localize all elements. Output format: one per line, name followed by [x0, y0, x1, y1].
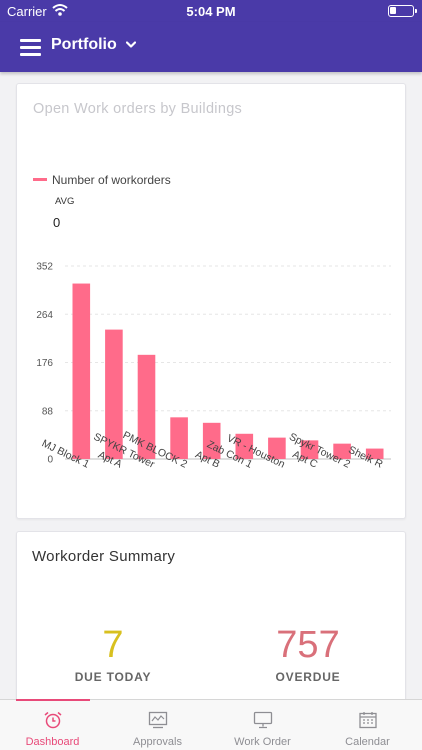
summary-title: Workorder Summary [32, 548, 176, 565]
bar [235, 433, 254, 459]
due-today-label: DUE TODAY [74, 670, 152, 684]
due-today-value: 7 [102, 624, 124, 666]
wifi-icon [52, 4, 68, 16]
bar [72, 283, 91, 459]
bar [333, 443, 351, 459]
chevron-down-icon[interactable] [126, 41, 136, 49]
chart-legend[interactable]: Number of workorders [33, 173, 171, 187]
tab-label: Work Order [234, 736, 291, 748]
alarm-clock-icon [44, 711, 62, 729]
legend-swatch [33, 178, 47, 182]
y-tick-label: 352 [36, 262, 53, 273]
chart-title: Open Work orders by Buildings [33, 101, 243, 117]
tab-dashboard[interactable]: Dashboard [0, 700, 105, 750]
bar [105, 329, 123, 459]
y-tick-label: 88 [42, 406, 54, 417]
nav-bar: Portfolio [0, 22, 422, 72]
calendar-icon [359, 712, 377, 729]
tab-label: Calendar [345, 736, 390, 748]
y-tick-label: 176 [36, 358, 53, 369]
bar [137, 354, 156, 459]
status-bar: Carrier 5:04 PM [0, 0, 422, 22]
y-tick-label: 264 [36, 310, 53, 321]
y-tick-label: 0 [47, 455, 53, 466]
tab-label: Approvals [133, 736, 182, 748]
tab-label: Dashboard [25, 736, 80, 748]
legend-label: Number of workorders [52, 173, 171, 187]
portfolio-selector[interactable]: Portfolio [51, 36, 117, 53]
battery-icon [388, 5, 417, 17]
hamburger-menu-icon[interactable] [20, 39, 41, 56]
tab-approvals[interactable]: Approvals [105, 700, 210, 750]
monitor-icon [253, 711, 273, 729]
bar [365, 448, 384, 459]
bar [300, 440, 319, 459]
overdue-metric[interactable]: 757 OVERDUE [233, 624, 383, 684]
carrier-label: Carrier [7, 4, 47, 19]
x-tick-label: Sheik R [346, 444, 385, 471]
bar [170, 417, 188, 459]
active-tab-indicator [16, 699, 90, 701]
avg-value: 0 [53, 215, 61, 230]
bar [268, 437, 286, 459]
bar [202, 422, 221, 459]
tab-bar: Dashboard Approvals Work Order Calendar [0, 699, 422, 750]
tab-work-order[interactable]: Work Order [210, 700, 315, 750]
due-today-metric[interactable]: 7 DUE TODAY [38, 624, 188, 684]
approvals-icon [148, 711, 168, 729]
overdue-value: 757 [276, 624, 340, 666]
clock: 5:04 PM [186, 4, 236, 19]
open-workorders-chart-card: Open Work orders by Buildings Number of … [16, 83, 406, 519]
tab-calendar[interactable]: Calendar [315, 700, 420, 750]
overdue-label: OVERDUE [275, 670, 341, 684]
workorder-summary-card: Workorder Summary 7 DUE TODAY 757 OVERDU… [16, 531, 406, 706]
avg-label: AVG [55, 196, 75, 207]
